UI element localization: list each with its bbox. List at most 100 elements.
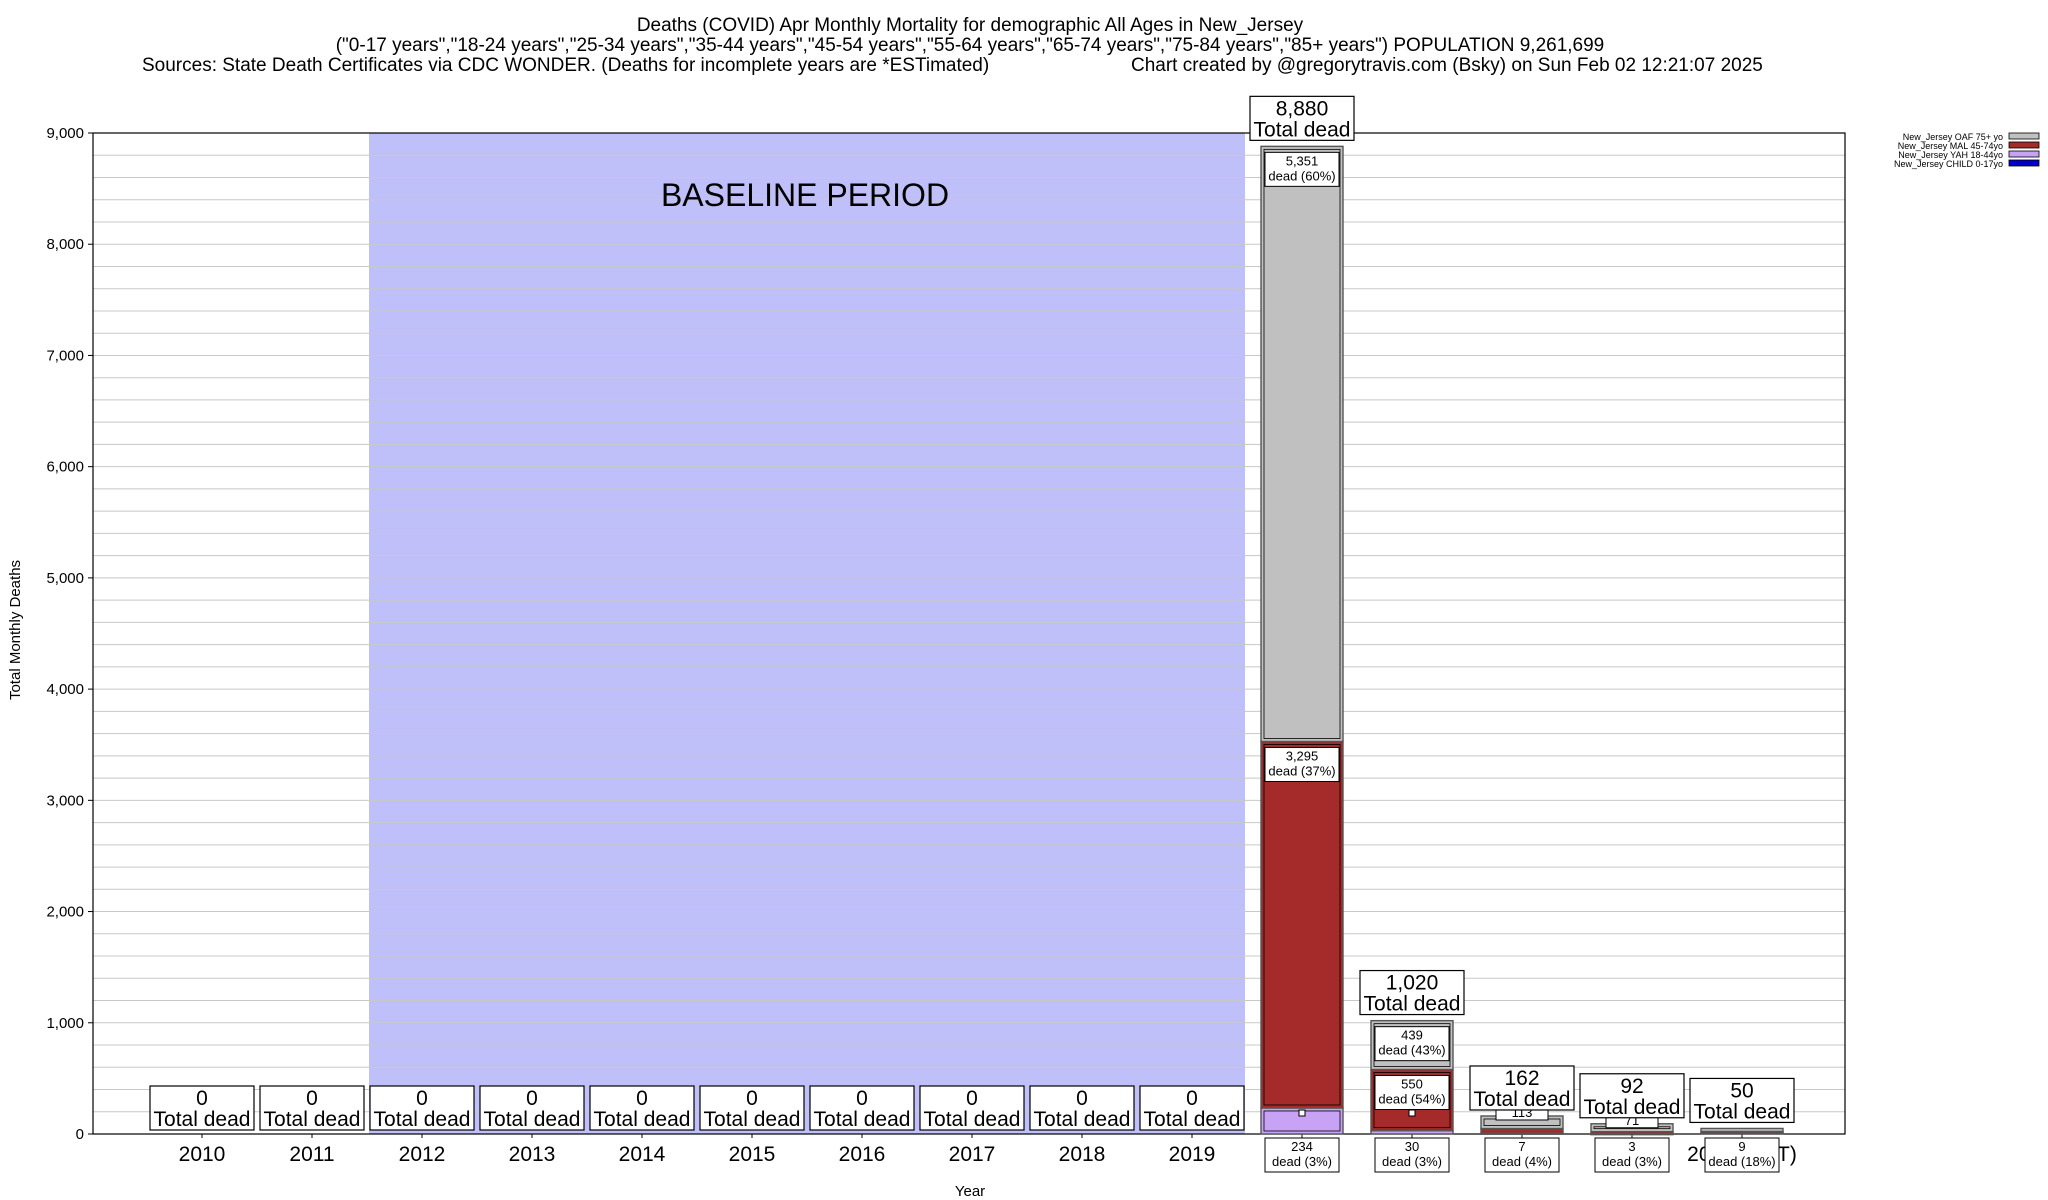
- base-marker: [1298, 1109, 1306, 1117]
- y-tick-label: 9,000: [46, 125, 84, 142]
- total-label-value: 0: [856, 1087, 868, 1110]
- total-label-value: 0: [306, 1087, 318, 1110]
- baseline-label: BASELINE PERIOD: [661, 177, 949, 213]
- total-label-value: 0: [1186, 1087, 1198, 1110]
- segment-label-value: 550: [1401, 1076, 1423, 1091]
- legend-label: New_Jersey YAH 18-44yo: [1898, 150, 2003, 160]
- y-tick-label: 8,000: [46, 236, 84, 253]
- y-tick-label: 0: [76, 1126, 84, 1143]
- x-tick-label: 2014: [619, 1143, 666, 1166]
- total-label-suffix: Total dead: [594, 1108, 691, 1131]
- total-label-box: [1029, 1085, 1135, 1131]
- segment-label-pct: dead (3%): [1272, 1154, 1332, 1169]
- chart-subtitle: ("0-17 years","18-24 years","25-34 years…: [336, 35, 1605, 56]
- segment-label-box: [1374, 1074, 1450, 1110]
- total-label-suffix: Total dead: [374, 1108, 471, 1131]
- total-label-value: 0: [526, 1087, 538, 1110]
- chart-credit: Chart created by @gregorytravis.com (Bsk…: [1131, 55, 1763, 76]
- total-label-suffix: Total dead: [1584, 1096, 1681, 1119]
- bar-segment: [1260, 740, 1344, 1109]
- y-tick-label: 2,000: [46, 904, 84, 921]
- total-label-value: 1,020: [1386, 972, 1439, 995]
- plot-area: BASELINE PERIOD 0 1,000 2,000 3,000 4,000 5,00…: [46, 95, 1846, 1173]
- segment-label-box: [1704, 1137, 1780, 1173]
- total-label-value: 0: [1076, 1087, 1088, 1110]
- total-label-box: [1579, 1073, 1685, 1119]
- bar-segment: [1260, 145, 1344, 743]
- total-label-value: 0: [416, 1087, 428, 1110]
- bar-segment: [1700, 1127, 1784, 1133]
- segment-label-box: [1484, 1137, 1560, 1173]
- total-label-suffix: Total dead: [1474, 1088, 1571, 1111]
- bar-segment-inner: [1373, 1072, 1451, 1129]
- legend-label: New_Jersey CHILD 0-17yo: [1894, 159, 2003, 169]
- total-label-box: [809, 1085, 915, 1131]
- total-label-suffix: Total dead: [1694, 1100, 1791, 1123]
- segment-label-box: [1374, 1137, 1450, 1173]
- segment-label-value: 439: [1401, 1028, 1423, 1043]
- x-tick-label: 2018: [1059, 1143, 1106, 1166]
- x-tick-label: 2013: [509, 1143, 556, 1166]
- y-tick-label: 4,000: [46, 681, 84, 698]
- total-label-box: [699, 1085, 805, 1131]
- total-label-value: 50: [1730, 1079, 1753, 1102]
- bar-segment-inner: [1263, 148, 1341, 739]
- segment-label-value: 30: [1405, 1139, 1419, 1154]
- base-marker: [1408, 1109, 1416, 1117]
- segment-label-value: 9: [1738, 1139, 1745, 1154]
- total-label-box: [1359, 969, 1465, 1016]
- total-label-box: [1689, 1077, 1795, 1124]
- total-label-value: 0: [196, 1087, 208, 1110]
- segment-label-value: 7: [1518, 1139, 1525, 1154]
- legend-swatch: [2008, 159, 2040, 167]
- x-axis-label: Year: [955, 1183, 985, 1200]
- y-tick-label: 6,000: [46, 459, 84, 476]
- segment-label-box: [1594, 1137, 1670, 1173]
- total-label-suffix: Total dead: [1034, 1108, 1131, 1131]
- total-label-box: [1249, 95, 1355, 141]
- total-label-box: [1139, 1085, 1245, 1131]
- total-label-suffix: Total dead: [1144, 1108, 1241, 1131]
- bar-segment-inner: [1373, 1023, 1451, 1067]
- segment-label-value: 3: [1628, 1139, 1635, 1154]
- total-label-value: 8,880: [1276, 97, 1329, 120]
- total-label-box: [369, 1085, 475, 1131]
- bar-segment-inner: [1263, 744, 1341, 1106]
- y-tick-label: 5,000: [46, 570, 84, 587]
- total-label-box: [589, 1085, 695, 1131]
- total-label-box: [1469, 1065, 1575, 1111]
- segment-label-pct: dead (3%): [1602, 1154, 1662, 1169]
- total-label-value: 162: [1504, 1067, 1539, 1090]
- total-label-suffix: Total dead: [704, 1108, 801, 1131]
- total-label-value: 92: [1620, 1075, 1643, 1098]
- segment-label-pct: dead (43%): [1378, 1043, 1445, 1058]
- y-tick-label: 1,000: [46, 1015, 84, 1032]
- segment-label-pct: dead (60%): [1268, 168, 1335, 183]
- segment-label-pct: dead (37%): [1268, 763, 1335, 778]
- segment-label-pct: dead (3%): [1382, 1154, 1442, 1169]
- x-tick-label: 2010: [179, 1143, 226, 1166]
- legend-swatch: [2008, 141, 2040, 149]
- y-axis-label: Total Monthly Deaths: [7, 560, 24, 700]
- legend-swatch: [2008, 132, 2040, 140]
- total-label-suffix: Total dead: [484, 1108, 581, 1131]
- total-label-suffix: Total dead: [1254, 118, 1351, 141]
- segment-label-pct: dead (4%): [1492, 1154, 1552, 1169]
- baseline-region: [369, 133, 1245, 1134]
- segment-label-pct: dead (54%): [1378, 1091, 1445, 1106]
- total-label-value: 0: [636, 1087, 648, 1110]
- total-label-suffix: Total dead: [1364, 993, 1461, 1016]
- legend-label: New_Jersey OAF 75+ yo: [1903, 132, 2003, 142]
- x-tick-label: 2012: [399, 1143, 446, 1166]
- x-tick-label: 2017: [949, 1143, 996, 1166]
- total-label-value: 0: [746, 1087, 758, 1110]
- y-tick-label: 7,000: [46, 347, 84, 364]
- total-label-suffix: Total dead: [924, 1108, 1021, 1131]
- total-label-suffix: Total dead: [264, 1108, 361, 1131]
- total-label-box: [149, 1085, 255, 1131]
- x-tick-label: 2016: [839, 1143, 886, 1166]
- legend-label: New_Jersey MAL 45-74yo: [1898, 141, 2003, 151]
- total-label-suffix: Total dead: [814, 1108, 911, 1131]
